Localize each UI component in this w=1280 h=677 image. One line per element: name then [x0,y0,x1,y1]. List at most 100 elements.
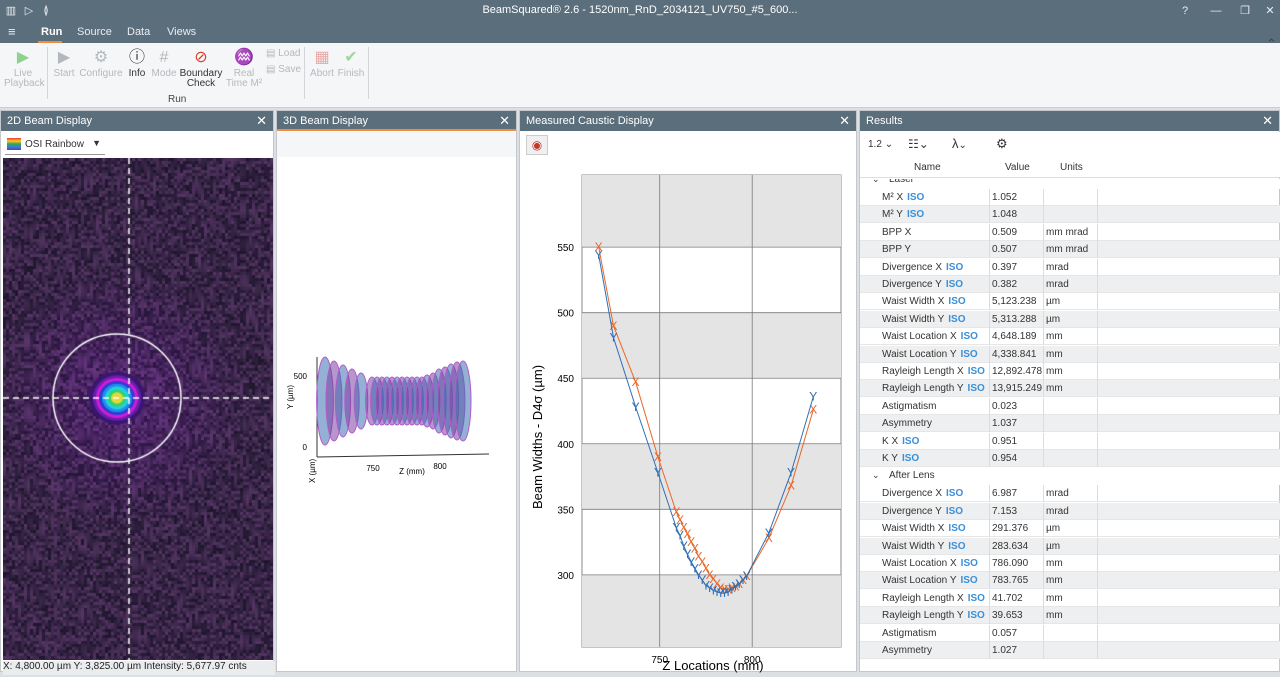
table-row[interactable]: BPP Y 0.507 mm mrad [860,241,1280,259]
iso-badge: ISO [907,192,925,203]
table-row[interactable]: Astigmatism 0.057 [860,624,1280,642]
data-point-x: X [720,582,728,596]
iso-badge: ISO [967,383,985,395]
close-icon[interactable]: ✕ [256,113,267,128]
collapse-ribbon-icon[interactable]: ⌃ [1266,36,1277,51]
row-value: 0.382 [992,279,1018,290]
plot-area [581,174,842,648]
menu-source[interactable]: Source [77,26,112,38]
table-row[interactable]: K Y ISO 0.954 [860,450,1280,467]
data-point-y: Y [595,248,603,262]
column-divider [1043,189,1044,206]
close-icon[interactable]: ✕ [1265,5,1275,17]
section-header[interactable]: ⌄ Laser [860,179,1280,189]
table-row[interactable]: Waist Location X ISO 786.090 mm [860,555,1280,572]
ribbon-group-label: Run [168,94,187,105]
row-value: 41.702 [992,592,1023,604]
close-icon[interactable]: ✕ [499,113,510,128]
table-row[interactable]: M² Y ISO 1.048 [860,206,1280,224]
table-row[interactable]: Rayleigh Length Y ISO 39.653 mm [860,607,1280,625]
row-name: Astigmatism [882,400,937,412]
abort-button[interactable]: ▦ Abort [308,47,336,79]
row-value: 0.397 [992,261,1018,273]
row-value: 0.507 [992,244,1018,256]
table-row[interactable]: K X ISO 0.951 [860,432,1280,450]
data-point-y: Y [609,331,617,345]
table-row[interactable]: Rayleigh Length Y ISO 13,915.249 mm [860,380,1280,398]
panel-3d-beam-display: 3D Beam Display ✕ 500 0 Y (µm) 750 800 Z… [276,110,517,672]
load-button[interactable]: ▤ Load [266,48,300,59]
signal-icon[interactable]: ≬ [43,5,49,17]
table-row[interactable]: M² X ISO 1.052 [860,189,1280,206]
play-icon[interactable]: ▷ [24,5,34,17]
row-value: 7.153 [992,505,1018,517]
table-row[interactable]: Waist Width X ISO 5,123.238 µm [860,293,1280,311]
finish-button[interactable]: ✔ Finish [337,47,365,79]
table-row[interactable]: Asymmetry 1.027 [860,642,1280,659]
table-row[interactable]: Asymmetry 1.037 [860,415,1280,433]
table-row[interactable]: Waist Width X ISO 291.376 µm [860,520,1280,538]
gear-icon[interactable]: ⚙ [996,136,1008,151]
y-tick-label: 500 [294,372,308,381]
table-row[interactable]: Waist Location X ISO 4,648.189 mm [860,328,1280,346]
configure-label: Configure [79,68,123,79]
close-icon[interactable]: ✕ [1262,113,1273,128]
column-divider [1097,345,1098,363]
zoom-dropdown[interactable]: 1.2 ⌄ [868,139,893,150]
column-divider [1043,310,1044,328]
iso-badge: ISO [945,279,964,290]
info-button[interactable]: ⓘ Info [124,47,150,79]
live-playback-button[interactable]: ▶ Live Playback [4,47,45,89]
minimize-icon[interactable]: — [1210,5,1222,17]
table-row[interactable]: Waist Location Y ISO 4,338.841 mm [860,345,1280,363]
data-point-y: Y [735,577,743,591]
boundary-check-button[interactable]: ⊘ Boundary Check [178,47,224,89]
wavelength-dropdown[interactable]: λ⌄ [952,136,967,151]
table-row[interactable]: Divergence Y ISO 7.153 mrad [860,502,1280,520]
app-logo-icon: ▥ [5,5,17,17]
hamburger-icon[interactable]: ≡ [8,24,16,39]
save-button[interactable]: ▤ Save [266,64,301,75]
table-row[interactable]: Rayleigh Length X ISO 12,892.478 mm [860,363,1280,380]
real-time-m2-button[interactable]: ♒ Real Time M² [224,47,264,89]
maximize-icon[interactable]: ❐ [1240,5,1250,17]
data-point-y: Y [672,521,680,535]
beam-image[interactable] [3,158,273,660]
data-point-y: Y [739,573,747,587]
beam-3d-view[interactable]: 500 0 Y (µm) 750 800 Z (mm) X (µm) [277,157,516,637]
panel-header: Measured Caustic Display ✕ [520,111,856,131]
table-row[interactable]: Divergence X ISO 6.987 mrad [860,485,1280,503]
table-row[interactable]: Divergence Y ISO 0.382 mrad [860,276,1280,293]
iso-badge: ISO [946,261,964,273]
iso-badge: ISO [948,540,966,552]
start-button[interactable]: ▶ Start [50,47,78,79]
help-icon[interactable]: ? [1181,5,1189,17]
mode-button[interactable]: # Mode [151,47,177,79]
columns-dropdown[interactable]: ☷⌄ [908,137,929,151]
table-row[interactable]: Waist Location Y ISO 783.765 mm [860,572,1280,590]
menu-run[interactable]: Run [41,26,63,38]
caustic-settings-icon[interactable]: ◉ [526,135,548,155]
z-axis-line [316,453,490,458]
column-divider [1097,223,1098,241]
section-header[interactable]: ⌄ After Lens [860,467,1280,486]
table-row[interactable]: Rayleigh Length X ISO 41.702 mm [860,589,1280,607]
menu-data[interactable]: Data [127,26,151,38]
table-row[interactable]: Astigmatism 0.023 [860,397,1280,415]
column-header: Units [1060,162,1083,173]
close-icon[interactable]: ✕ [839,113,850,128]
menu-views[interactable]: Views [167,26,197,38]
row-name: Waist Location X ISO [882,331,978,343]
row-name: K Y ISO [882,453,920,464]
chevron-down-icon: ⌄ [958,140,967,151]
table-row[interactable]: Divergence X ISO 0.397 mrad [860,258,1280,276]
configure-button[interactable]: ⚙ Configure [79,47,123,79]
data-point-x: X [709,572,717,586]
column-divider [989,241,990,259]
table-row[interactable]: Waist Width Y ISO 5,313.288 µm [860,310,1280,328]
table-row[interactable]: BPP X 0.509 mm mrad [860,223,1280,241]
column-divider [1097,363,1098,380]
palette-dropdown[interactable]: OSI Rainbow ▼ [5,135,105,155]
table-row[interactable]: Waist Width Y ISO 283.634 µm [860,537,1280,555]
